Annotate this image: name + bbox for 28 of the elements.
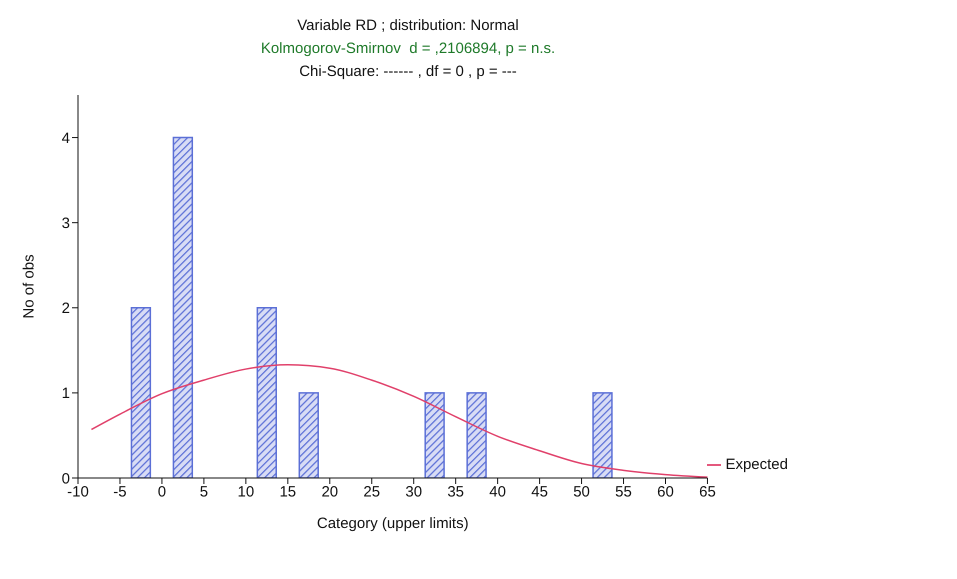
x-tick-label: 55	[615, 484, 632, 501]
y-tick-label: 4	[62, 130, 70, 147]
x-tick-label: 15	[279, 484, 296, 501]
text: Chi-Square: ------ , df = 0 , p = ---	[298, 62, 518, 82]
x-tick-label: 40	[489, 484, 506, 501]
y-tick-label: 0	[62, 470, 70, 488]
x-axis-title: Category (upper limits)	[316, 515, 469, 532]
x-tick-label: -5	[113, 484, 127, 501]
y-tick-label: 3	[62, 214, 70, 232]
y-axis-title: No of obs	[20, 254, 38, 319]
x-tick-label: 25	[363, 484, 380, 501]
x-tick-label: 20	[321, 484, 338, 501]
x-tick-label: 50	[573, 484, 590, 501]
x-tick-label: 65	[699, 484, 716, 501]
y-tick-label: 1	[62, 385, 70, 402]
x-tick-label: 10	[238, 484, 254, 501]
chart-title: Variable RD ; distribution: Normal	[296, 16, 520, 36]
x-tick-label: -10	[67, 484, 89, 501]
line-series	[90, 364, 708, 478]
x-tick-label: 35	[447, 484, 464, 501]
x-tick-label: 30	[405, 484, 422, 501]
y-tick-label: 2	[62, 300, 70, 318]
chart-subtitle: Kolmogorov-Smirnov d = ,2106894, p = n.s.	[260, 39, 556, 59]
x-tick-label: 45	[531, 484, 548, 501]
legend-label: Expected	[725, 456, 788, 473]
x-tick-label: 0	[158, 484, 166, 501]
x-tick-label: 5	[200, 484, 208, 501]
x-tick-label: 60	[657, 484, 674, 501]
